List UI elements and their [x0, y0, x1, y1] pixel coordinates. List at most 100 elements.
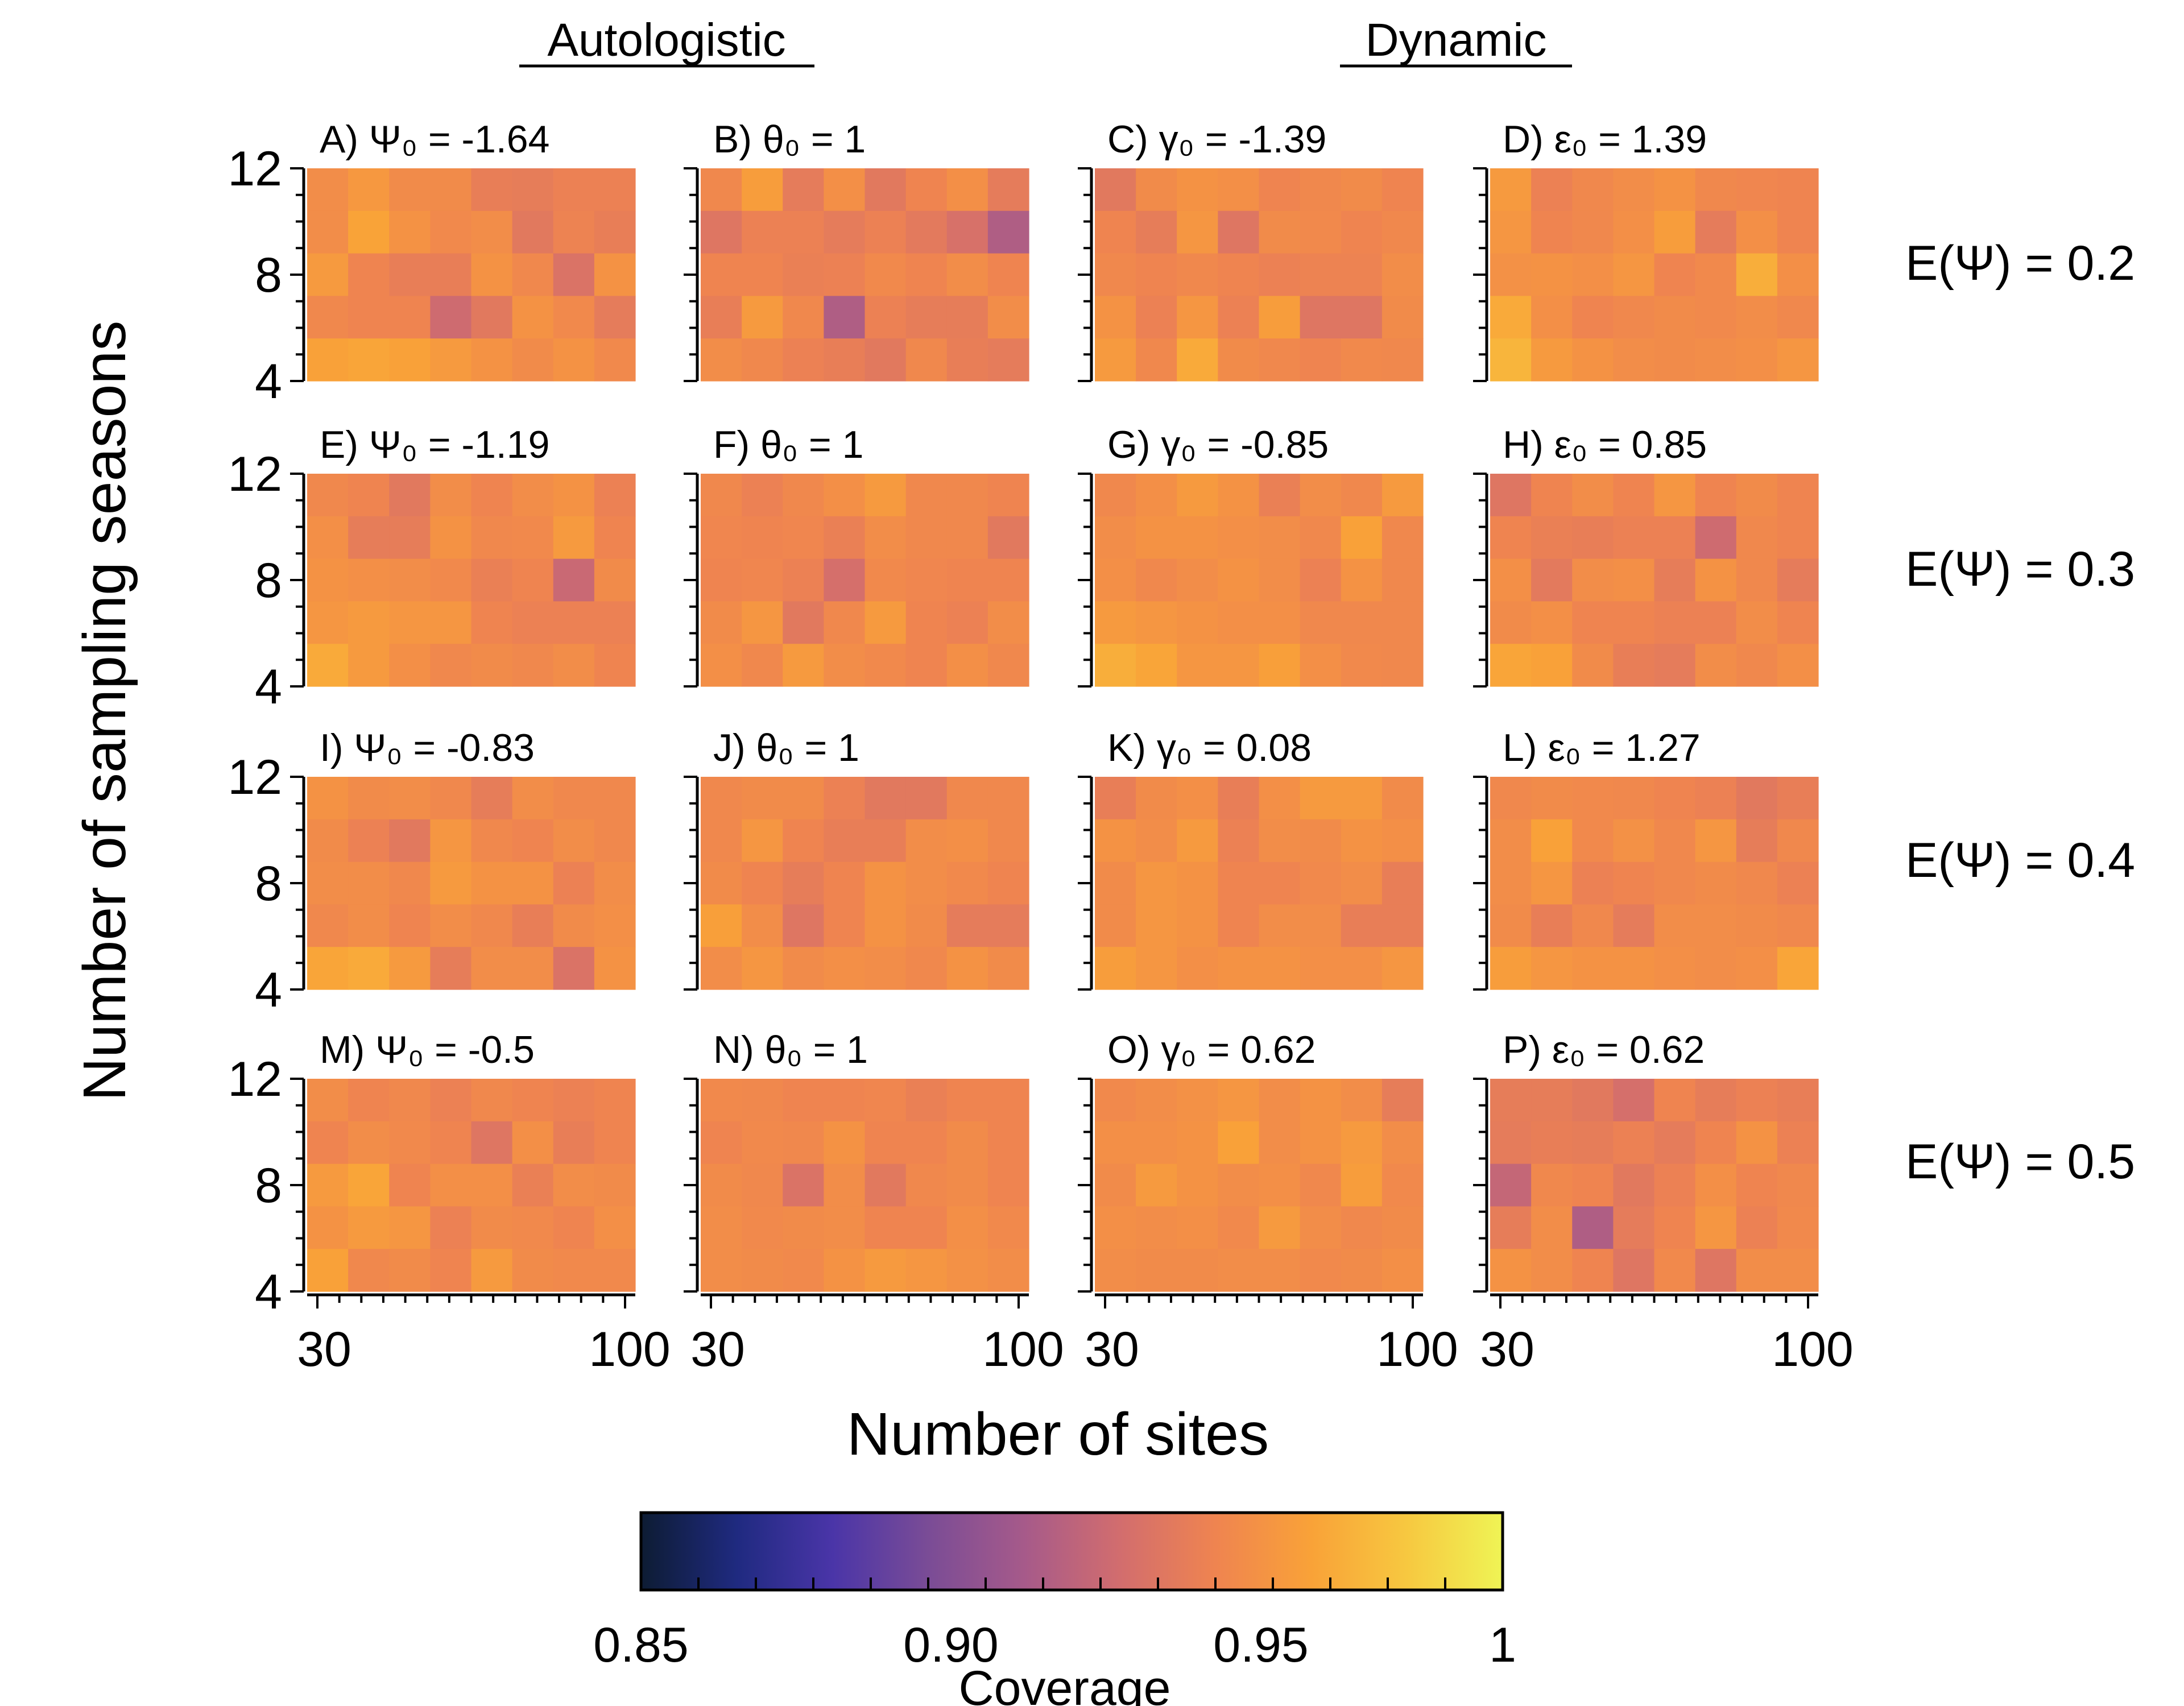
heatmap-cell: [1490, 253, 1532, 296]
x-tick-label-30: 30: [1480, 1322, 1534, 1377]
x-tick-label-30: 30: [690, 1322, 745, 1377]
heatmap-cell: [864, 904, 907, 947]
heatmap-cell: [783, 601, 824, 644]
heatmap-cell: [864, 338, 907, 382]
x-tick-label-100: 100: [589, 1322, 671, 1377]
heatmap-cell: [307, 601, 349, 644]
heatmap-cell: [594, 516, 636, 560]
heatmap-cell: [1654, 474, 1696, 517]
heatmap-cell: [1777, 601, 1819, 644]
heatmap-cell: [1136, 1249, 1177, 1292]
heatmap-cell: [1300, 947, 1342, 990]
heatmap-cell: [742, 253, 783, 296]
heatmap-cell: [594, 1079, 636, 1122]
heatmap-cell: [307, 168, 349, 212]
heatmap-cell: [1531, 168, 1573, 212]
y-tick-label: 4: [255, 660, 282, 714]
heatmap-cell: [1177, 1249, 1218, 1292]
heatmap-cell: [430, 819, 472, 863]
heatmap-cell: [1490, 777, 1532, 820]
heatmap-cell: [1177, 819, 1218, 863]
heatmap-cell: [348, 777, 390, 820]
heatmap-cell: [1218, 862, 1260, 905]
heatmap-cell: [1572, 558, 1614, 602]
panel-title-13: N) θ₀ = 1: [713, 1028, 868, 1071]
heatmap-cell: [783, 904, 824, 947]
heatmap-cell: [1572, 338, 1614, 382]
heatmap-cell: [348, 1079, 390, 1122]
heatmap-cell: [1654, 601, 1696, 644]
heatmap-cell: [864, 777, 907, 820]
heatmap-cell: [701, 1249, 742, 1292]
heatmap-cell: [389, 947, 431, 990]
heatmap-cell: [1531, 904, 1573, 947]
heatmap-cell: [389, 1206, 431, 1249]
heatmap-cell: [742, 516, 783, 560]
heatmap-cell: [430, 601, 472, 644]
heatmap-cell: [553, 338, 595, 382]
heatmap-cell: [471, 1206, 513, 1249]
heatmap-cell: [1736, 947, 1778, 990]
heatmap-cell: [701, 1121, 742, 1165]
heatmap-cell: [1490, 862, 1532, 905]
heatmap-cell: [864, 947, 907, 990]
heatmap-cell: [512, 558, 554, 602]
heatmap-cell: [307, 862, 349, 905]
heatmap-cell: [1177, 168, 1218, 212]
heatmap-cell: [946, 296, 988, 339]
heatmap-cell: [1613, 819, 1655, 863]
heatmap-cell: [1736, 1249, 1778, 1292]
heatmap-cell: [1572, 1079, 1614, 1122]
heatmap-cell: [1572, 947, 1614, 990]
heatmap-cell: [1531, 644, 1573, 687]
heatmap-cell: [430, 1121, 472, 1165]
heatmap-cell: [987, 1249, 1029, 1292]
heatmap-cell: [864, 558, 907, 602]
heatmap-cell: [1777, 338, 1819, 382]
heatmap-cell: [987, 474, 1029, 517]
heatmap-cell: [1613, 601, 1655, 644]
heatmap-cell: [348, 338, 390, 382]
heatmap-cell: [1300, 558, 1342, 602]
heatmap-cell: [1490, 1206, 1532, 1249]
heatmap-cell: [987, 601, 1029, 644]
heatmap-cell: [1490, 338, 1532, 382]
heatmap-cell: [512, 601, 554, 644]
heatmap-cell: [1300, 1079, 1342, 1122]
heatmap-cell: [512, 904, 554, 947]
heatmap-cell: [1259, 1206, 1301, 1249]
heatmap-cell: [594, 947, 636, 990]
heatmap-cell: [987, 1121, 1029, 1165]
heatmap-cell: [553, 777, 595, 820]
heatmap-cell: [1177, 516, 1218, 560]
heatmap-cell: [1259, 210, 1301, 254]
heatmap-panel-0: A) Ψ₀ = -1.64 4 8 12: [228, 118, 636, 409]
heatmap-cell: [987, 1163, 1029, 1207]
heatmap-cell: [1695, 1206, 1737, 1249]
heatmap-cell: [742, 474, 783, 517]
heatmap-cell: [824, 862, 866, 905]
heatmap-cell: [1177, 644, 1218, 687]
heatmap-cell: [1259, 777, 1301, 820]
heatmap-cell: [1218, 644, 1260, 687]
heatmap-cell: [946, 1163, 988, 1207]
row-label-2: E(Ψ) = 0.4: [1905, 833, 2135, 888]
heatmap-cell: [1341, 1206, 1383, 1249]
heatmap-cell: [1736, 777, 1778, 820]
heatmap-cell: [1341, 253, 1383, 296]
heatmap-cell: [1572, 1206, 1614, 1249]
heatmap-cell: [946, 558, 988, 602]
heatmap-cell: [824, 819, 866, 863]
heatmap-cell: [987, 516, 1029, 560]
heatmap-cell: [1136, 1079, 1177, 1122]
heatmap-cell: [1572, 777, 1614, 820]
heatmap-cell: [389, 168, 431, 212]
heatmap-cell: [1177, 474, 1218, 517]
heatmap-cell: [864, 862, 907, 905]
heatmap-cell: [1095, 1121, 1136, 1165]
heatmap-cell: [864, 253, 907, 296]
heatmap-cell: [389, 296, 431, 339]
heatmap-cell: [701, 474, 742, 517]
heatmap-cell: [1381, 474, 1424, 517]
heatmap-cell: [1531, 474, 1573, 517]
